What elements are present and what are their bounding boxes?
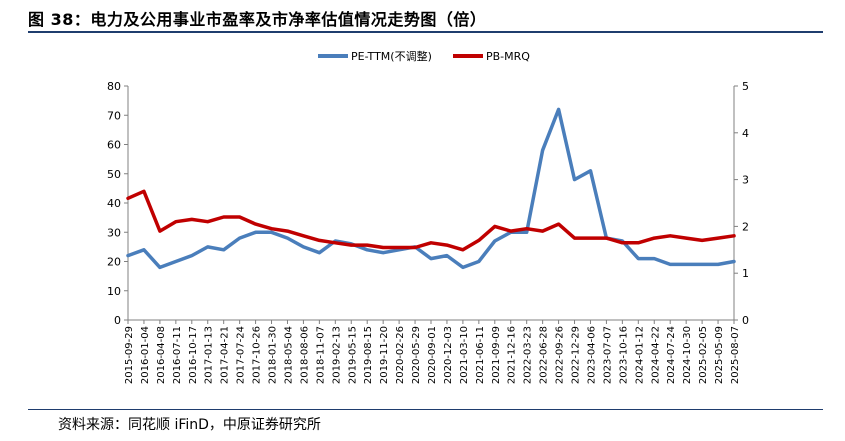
x-tick-label: 2018-05-04: [283, 326, 294, 384]
x-tick-label: 2023-10-16: [618, 326, 629, 384]
x-tick-label: 2024-07-24: [666, 326, 677, 384]
x-tick-label: 2021-12-16: [507, 326, 518, 384]
x-tick-label: 2024-10-30: [682, 326, 693, 384]
y-right-tick-label: 5: [742, 80, 749, 93]
x-tick-label: 2020-12-03: [443, 326, 454, 384]
y-left-tick-label: 70: [107, 109, 121, 122]
x-tick-label: 2022-03-23: [523, 326, 534, 384]
x-tick-label: 2018-08-06: [299, 326, 310, 384]
x-tick-label: 2017-07-24: [236, 326, 247, 384]
x-tick-label: 2019-11-20: [379, 326, 390, 384]
legend-pb-label: PB-MRQ: [486, 50, 530, 63]
x-tick-label: 2016-04-08: [156, 326, 167, 384]
x-tick-label: 2020-09-01: [427, 326, 438, 384]
y-right-tick-label: 2: [742, 220, 749, 233]
y-right-tick-label: 1: [742, 267, 749, 280]
x-tick-label: 2023-07-07: [602, 326, 613, 384]
x-tick-label: 2015-09-29: [124, 326, 135, 384]
x-tick-label: 2025-05-09: [714, 326, 725, 384]
x-tick-label: 2018-11-07: [315, 326, 326, 384]
chart-title: 图 38：电力及公用事业市盈率及市净率估值情况走势图（倍）: [28, 10, 487, 29]
top-rule: [28, 31, 823, 33]
legend-pe-label: PE-TTM(不调整): [351, 49, 432, 63]
y-right-tick-label: 3: [742, 174, 749, 187]
y-left-tick-label: 0: [114, 314, 121, 327]
y-left-tick-label: 40: [107, 197, 121, 210]
bottom-rule: [28, 409, 823, 410]
x-tick-label: 2025-08-07: [730, 326, 741, 384]
x-tick-label: 2020-02-26: [395, 326, 406, 384]
x-tick-label: 2022-12-29: [571, 326, 582, 384]
x-tick-label: 2018-01-30: [268, 326, 279, 384]
x-tick-label: 2016-01-04: [140, 326, 151, 384]
x-tick-label: 2022-06-28: [539, 326, 550, 384]
x-tick-label: 2019-02-13: [331, 326, 342, 384]
y-left-tick-label: 50: [107, 168, 121, 181]
x-tick-label: 2016-10-17: [188, 326, 199, 384]
x-tick-label: 2025-02-05: [698, 326, 709, 384]
y-left-tick-label: 30: [107, 226, 121, 239]
x-tick-label: 2020-05-29: [411, 326, 422, 384]
pb-mrq-line: [126, 189, 736, 252]
y-left-tick-label: 60: [107, 139, 121, 152]
x-tick-label: 2021-09-09: [491, 326, 502, 384]
x-tick-label: 2024-04-22: [650, 326, 661, 384]
x-tick-label: 2017-04-21: [220, 326, 231, 384]
x-tick-label: 2019-05-15: [347, 326, 358, 384]
pe-ttm-line: [126, 107, 736, 270]
y-left-tick-label: 80: [107, 80, 121, 93]
x-tick-label: 2023-04-06: [586, 326, 597, 384]
source-note: 资料来源：同花顺 iFinD，中原证券研究所: [58, 417, 321, 433]
y-right-tick-label: 4: [742, 127, 749, 140]
series-lines: [126, 107, 736, 270]
x-tick-label: 2021-03-10: [459, 326, 470, 384]
x-tick-label: 2022-09-26: [555, 326, 566, 384]
y-left-tick-label: 10: [107, 285, 121, 298]
y-left-tick-label: 20: [107, 256, 121, 269]
x-tick-label: 2017-01-13: [204, 326, 215, 384]
x-tick-label: 2021-06-11: [475, 326, 486, 384]
x-tick-label: 2019-08-15: [363, 326, 374, 384]
x-tick-label: 2024-01-12: [634, 326, 645, 384]
x-tick-label: 2017-10-26: [252, 326, 263, 384]
x-tick-label: 2016-07-11: [172, 326, 183, 384]
legend: PE-TTM(不调整) PB-MRQ: [318, 49, 530, 63]
y-right-tick-label: 0: [742, 314, 749, 327]
axes: 0 10 20 30 40 50 60 70 80 0 1 2 3 4 5 2015-09-29 2016-01…: [107, 80, 749, 384]
